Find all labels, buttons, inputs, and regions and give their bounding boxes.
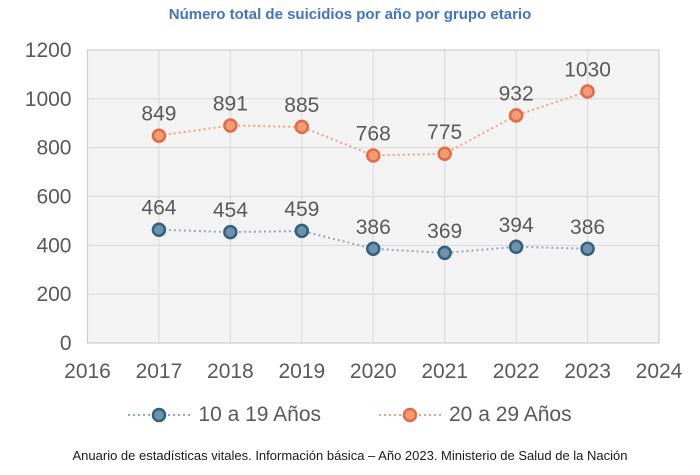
data-point-marker[interactable] [508, 108, 524, 123]
data-point-marker[interactable] [366, 148, 381, 163]
data-point-label: 454 [213, 199, 248, 222]
y-axis-tick-label: 800 [36, 137, 71, 160]
data-point-marker[interactable] [223, 118, 238, 133]
data-point-marker[interactable] [437, 245, 452, 261]
y-axis-tick-label: 0 [60, 332, 72, 355]
data-point-label: 386 [570, 216, 605, 239]
data-point-marker[interactable] [294, 223, 310, 239]
data-point-label: 464 [141, 197, 176, 220]
data-point-marker[interactable] [508, 239, 524, 255]
y-axis-tick-label: 400 [36, 234, 71, 257]
y-axis-tick-label: 200 [36, 283, 71, 306]
data-point-marker[interactable] [151, 222, 167, 237]
legend-item-10-19: 10 a 19 Años [128, 403, 321, 427]
x-axis-tick-label: 2023 [564, 360, 611, 383]
legend-swatch-marker [402, 407, 418, 423]
chart-plot: 0 200 400 600 800 1000 1200 2016 2017 2018 2019 202… [25, 39, 683, 383]
source-note: Anuario de estadísticas vitales. Informa… [72, 448, 628, 463]
data-point-marker[interactable] [151, 128, 167, 143]
data-point-label: 1030 [564, 59, 611, 82]
x-axis-tick-label: 2016 [64, 360, 111, 383]
plot-border [86, 49, 660, 344]
legend-label-20-29: 20 a 29 Años [449, 403, 572, 426]
data-point-label: 885 [284, 94, 319, 117]
legend-item-20-29: 20 a 29 Años [379, 403, 572, 427]
x-axis-tick-label: 2021 [421, 360, 468, 383]
data-point-marker[interactable] [294, 119, 310, 135]
data-point-marker[interactable] [223, 224, 238, 240]
data-point-marker[interactable] [580, 84, 595, 99]
data-point-label: 459 [284, 198, 319, 221]
y-axis-tick-label: 600 [36, 186, 71, 209]
data-point-label: 768 [356, 122, 391, 145]
data-point-label: 386 [356, 216, 391, 239]
data-point-label: 849 [141, 103, 176, 126]
x-axis-tick-label: 2024 [636, 360, 683, 383]
legend-marker-20-29-icon [379, 407, 441, 423]
x-axis-tick-label: 2019 [278, 360, 325, 383]
data-point-marker[interactable] [437, 146, 452, 162]
data-point-label: 775 [427, 121, 462, 144]
x-axis-tick-label: 2017 [136, 360, 183, 383]
chart-legend: 10 a 19 Años 20 a 29 Años [0, 398, 700, 432]
data-point-marker[interactable] [580, 241, 595, 257]
x-axis-tick-label: 2020 [350, 360, 397, 383]
x-axis-tick-label: 2022 [493, 360, 540, 383]
data-point-label: 394 [499, 214, 534, 237]
y-axis-tick-label: 1200 [25, 39, 72, 62]
y-axis-tick-label: 1000 [25, 88, 72, 111]
legend-marker-10-19-icon [128, 407, 191, 423]
chart-title: Número total de suicidios por año por gr… [168, 6, 532, 23]
data-point-label: 369 [427, 220, 462, 243]
data-point-marker[interactable] [366, 241, 381, 257]
data-point-label: 932 [499, 82, 534, 105]
legend-label-10-19: 10 a 19 Años [198, 403, 321, 426]
legend-swatch-marker [152, 407, 167, 423]
data-point-label: 891 [213, 92, 248, 115]
x-axis-tick-label: 2018 [207, 360, 254, 383]
